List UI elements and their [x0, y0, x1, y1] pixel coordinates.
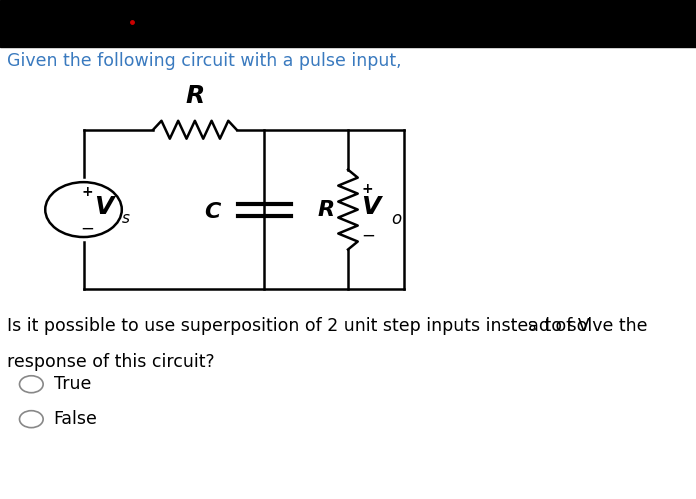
Text: o: o — [391, 210, 402, 228]
Text: −: − — [80, 220, 94, 238]
Text: s: s — [122, 211, 129, 226]
Text: R: R — [317, 200, 335, 220]
Text: +: + — [361, 182, 373, 196]
Text: False: False — [54, 410, 97, 428]
Text: S: S — [528, 320, 535, 333]
Text: V: V — [361, 195, 381, 219]
Text: response of this circuit?: response of this circuit? — [7, 353, 214, 371]
Text: −: − — [361, 227, 375, 245]
Text: Given the following circuit with a pulse input,: Given the following circuit with a pulse… — [7, 52, 402, 70]
Text: V: V — [94, 195, 113, 219]
Text: True: True — [54, 375, 91, 393]
Text: +: + — [81, 185, 93, 199]
Text: C: C — [204, 202, 221, 222]
Bar — [0, 0, 696, 47]
Text: R: R — [185, 84, 205, 108]
Text: to solve the: to solve the — [539, 317, 648, 335]
Text: Is it possible to use superposition of 2 unit step inputs instead of V: Is it possible to use superposition of 2… — [7, 317, 590, 335]
